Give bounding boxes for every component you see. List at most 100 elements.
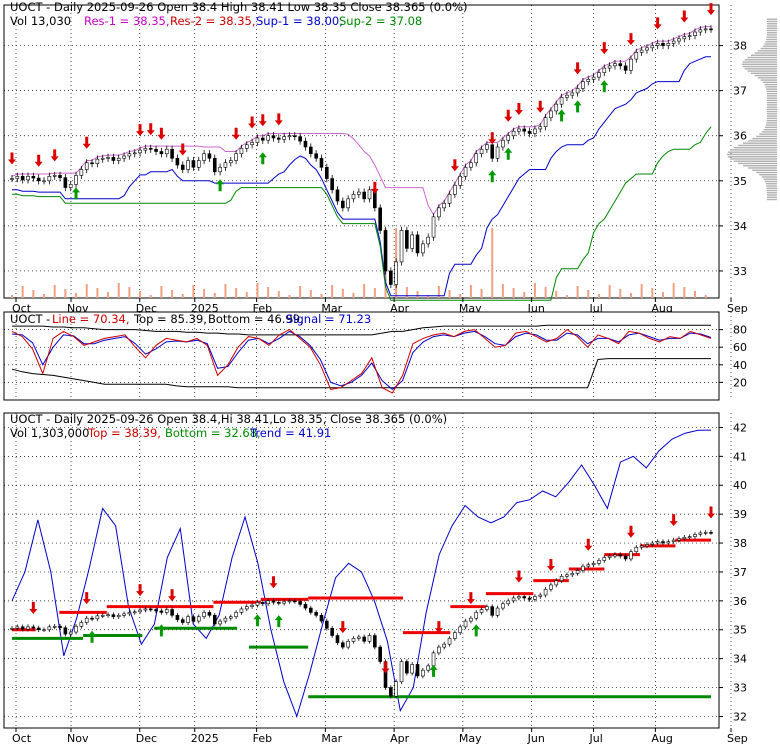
- candle-body: [143, 148, 148, 151]
- trend-candle-body: [159, 610, 164, 613]
- trend-candle-body: [84, 617, 89, 623]
- candle-body: [309, 146, 313, 155]
- trend-candle-body: [298, 601, 302, 605]
- trend-candle-body: [703, 532, 708, 534]
- sell-arrow: [136, 124, 145, 137]
- oscillator-tick-label: 40: [733, 359, 747, 372]
- trend-candle-body: [111, 614, 116, 618]
- trend-candle-body: [330, 627, 334, 636]
- candle-body: [405, 230, 409, 249]
- buy-arrow: [573, 100, 582, 113]
- volume-profile-bar: [766, 27, 777, 29]
- volume-profile-bar: [766, 113, 777, 115]
- volume-profile-bar: [738, 162, 777, 165]
- sell-arrow: [653, 17, 662, 30]
- trend-candle-body: [20, 626, 25, 630]
- volume-bar: [651, 288, 654, 298]
- date-tick-label: May: [459, 732, 482, 745]
- price-header-vol: Vol 13,030: [10, 14, 71, 28]
- volume-profile-bar: [766, 192, 777, 194]
- volume-profile-bar: [730, 158, 777, 160]
- oscillator-bottom-line: [11, 358, 711, 389]
- trend-candles: [10, 530, 713, 699]
- trend-candle-body: [335, 635, 340, 644]
- volume-bar: [224, 284, 227, 298]
- trend-candle-body: [415, 664, 420, 677]
- trend-candle-body: [399, 661, 404, 683]
- trend-sell-arrow: [338, 621, 347, 634]
- volume-bar: [213, 293, 216, 298]
- trend-candle-body: [223, 617, 228, 622]
- volume-profile-bar: [754, 52, 777, 54]
- trend-candle-body: [677, 538, 681, 541]
- volume-profile-bar: [766, 117, 777, 120]
- price-axis: 33 34 35 36 37 38: [719, 40, 747, 278]
- candle-body: [495, 146, 500, 159]
- support-line: [12, 126, 712, 301]
- candle-body: [15, 175, 20, 179]
- sell-arrow: [450, 159, 459, 172]
- trend-candle-body: [127, 612, 132, 615]
- candle-body: [698, 29, 703, 33]
- sell-arrow: [8, 152, 16, 165]
- candle-body: [613, 63, 617, 67]
- trend-candle-body: [148, 608, 153, 611]
- volume-profile-bar: [766, 90, 777, 93]
- candle-body: [122, 155, 126, 159]
- candle-body: [186, 160, 190, 170]
- trend-tick-label: 38: [733, 537, 747, 550]
- volume-bar: [299, 286, 302, 298]
- trend-candle-body: [623, 555, 628, 560]
- candle-body: [10, 178, 14, 180]
- volume-bar: [437, 286, 440, 298]
- trend-candle-body: [645, 544, 649, 547]
- trend-candle-body: [581, 565, 585, 571]
- date-tick-label: Dec: [136, 732, 157, 745]
- candle-body: [367, 189, 372, 200]
- volume-bar: [693, 291, 696, 298]
- oscillator-panel: 20 40 60 80 UOCT - Line = 70.34, Top = 85.3…: [3, 311, 747, 401]
- sell-arrow: [258, 114, 267, 127]
- trend-candle-body: [31, 626, 36, 629]
- trend-candle-body: [687, 536, 692, 538]
- volume-bar: [256, 283, 259, 298]
- trend-candle-body: [116, 614, 121, 618]
- oscillator-panel-frame: [3, 311, 720, 401]
- volume-profile-bar: [765, 86, 777, 88]
- volume-profile-bar: [754, 74, 777, 77]
- candle-body: [287, 135, 292, 138]
- trend-candle-body: [36, 627, 41, 631]
- volume-profile-bar: [766, 18, 777, 20]
- trend-candle-body: [383, 661, 388, 688]
- candle-body: [159, 151, 164, 155]
- candle-body: [618, 63, 623, 67]
- volume-profile-bar: [766, 23, 777, 25]
- trend-candle-body: [228, 616, 233, 619]
- candle-body: [282, 136, 286, 140]
- price-grid: [4, 5, 732, 298]
- volume-bar: [32, 290, 35, 298]
- volume-profile-bar: [766, 115, 777, 117]
- candle-body: [474, 153, 479, 164]
- trend-candle-body: [271, 600, 276, 603]
- trend-candle-body: [655, 541, 660, 544]
- legend-res1: Res-1 = 38.35,: [84, 14, 170, 28]
- trend-candle-body: [266, 600, 270, 605]
- candle-body: [276, 137, 281, 140]
- candle-body: [485, 144, 489, 150]
- candle-body: [314, 153, 318, 159]
- candle-body: [586, 79, 591, 82]
- trend-candle-body: [538, 594, 543, 597]
- candle-body: [591, 76, 596, 80]
- volume-bar: [43, 294, 46, 298]
- trend-legend-bottom: Bottom = 32.68,: [165, 426, 261, 440]
- trend-candle-body: [591, 562, 596, 566]
- volume-profile-bar: [761, 176, 777, 178]
- trend-candle-body: [575, 570, 580, 574]
- volume-profile-bar: [766, 122, 777, 124]
- volume-profile-bar: [742, 61, 777, 63]
- trend-sell-arrow: [381, 661, 390, 674]
- candle-body: [260, 137, 265, 141]
- candle-body: [239, 148, 244, 155]
